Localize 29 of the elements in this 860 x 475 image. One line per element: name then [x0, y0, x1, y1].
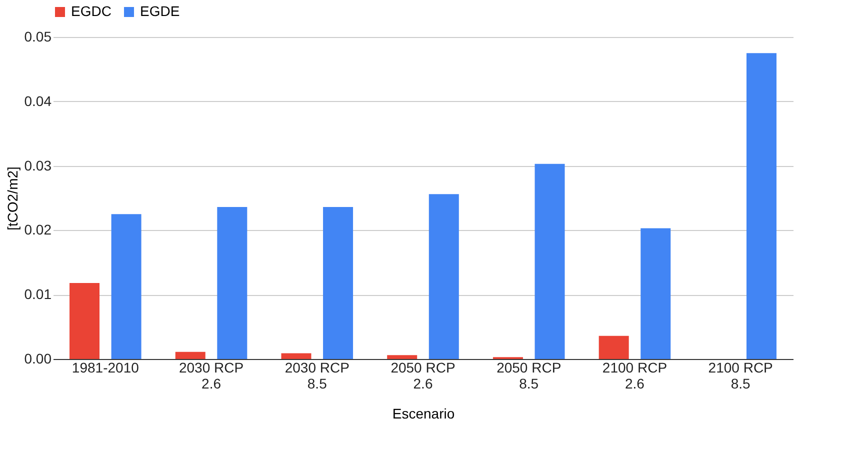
bar	[323, 207, 354, 359]
y-tick-label: 0.00	[24, 350, 52, 366]
y-axis-title: [tCO2/m2]	[4, 166, 20, 230]
x-tick-label: 1981-2010	[72, 360, 140, 376]
legend-label: EGDC	[71, 3, 112, 19]
x-tick-label: 2100 RCP 2.6	[602, 360, 668, 392]
bar	[640, 228, 671, 359]
x-tick-label: 2100 RCP 8.5	[708, 360, 773, 392]
bar	[387, 355, 418, 359]
bar	[111, 214, 142, 359]
bar	[217, 207, 248, 359]
y-tick-label: 0.02	[24, 222, 52, 238]
y-tick-label: 0.05	[24, 28, 52, 44]
bar	[534, 164, 565, 359]
x-tick-label: 2030 RCP 8.5	[284, 360, 350, 392]
bar	[598, 336, 629, 359]
y-tick-label: 0.04	[24, 92, 52, 109]
y-tick-label: 0.01	[24, 286, 52, 302]
bar	[175, 352, 206, 359]
x-tick-label: 2030 RCP 2.6	[178, 360, 244, 392]
x-tick-label: 2050 RCP 2.6	[390, 360, 456, 392]
legend-label: EGDE	[140, 3, 180, 19]
bar	[70, 283, 100, 359]
bar	[746, 53, 776, 359]
x-tick-label: 2050 RCP 8.5	[496, 360, 562, 392]
bar	[281, 353, 312, 359]
x-axis-title: Escenario	[392, 406, 455, 422]
bar	[428, 194, 459, 359]
y-tick-label: 0.03	[24, 157, 52, 174]
